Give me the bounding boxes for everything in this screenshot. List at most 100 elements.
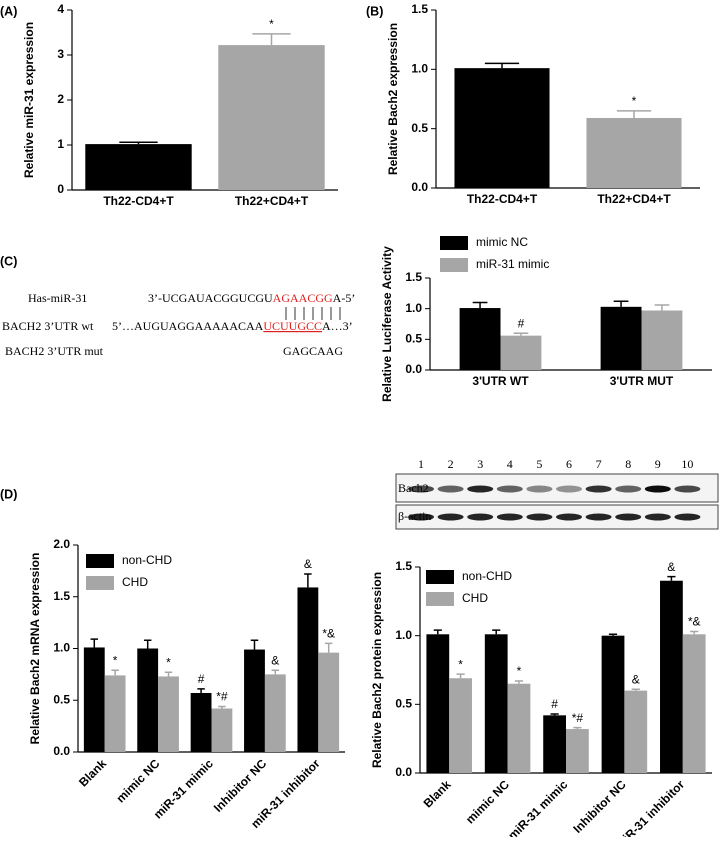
bar: [137, 648, 159, 752]
panel-label: (B): [366, 4, 383, 18]
bar: [454, 68, 550, 188]
x-tick-label: Th22+CD4+T: [235, 194, 309, 208]
panel-label: (A): [0, 4, 17, 18]
error-bar: [143, 639, 152, 649]
legend-label: mimic NC: [476, 235, 528, 249]
bar: [601, 635, 625, 773]
annotation: &: [667, 560, 675, 574]
x-tick-label: Th22-CD4+T: [467, 192, 538, 206]
legend-swatch: [440, 258, 468, 272]
bar: [297, 587, 319, 752]
seq: 5’…AUGUAGGAAAAACAAUCUUGCCA…3’: [112, 319, 353, 333]
annotation: *: [632, 94, 637, 108]
bar: [83, 647, 105, 752]
band: [644, 485, 671, 493]
error-bar: [573, 726, 582, 730]
lane-number: 8: [625, 457, 631, 471]
seq-part: UCUUGCC: [263, 319, 322, 333]
legend-swatch: [86, 554, 114, 568]
annotation: *: [458, 657, 463, 671]
annotation: *#: [216, 690, 228, 704]
bar: [543, 715, 566, 773]
y-axis-label: Relative Bach2 expression: [386, 23, 400, 175]
seq-part: A-5’: [333, 291, 356, 305]
y-tick-label: 0.5: [53, 692, 70, 706]
y-tick-label: 0.0: [411, 180, 428, 194]
error-bar: [456, 673, 465, 679]
panel-label: (C): [0, 254, 17, 268]
legend-label: CHD: [122, 575, 148, 589]
band: [496, 485, 523, 493]
lane-number: 5: [536, 457, 542, 471]
error-bar: [119, 141, 158, 145]
seq-part: A…3’: [322, 319, 353, 333]
lane-number: 10: [681, 457, 693, 471]
y-tick-label: 1.5: [395, 559, 412, 573]
band: [615, 485, 642, 493]
x-tick-label: 3'UTR WT: [472, 374, 529, 388]
error-bar: [324, 642, 333, 653]
error-bar: [250, 639, 259, 650]
x-tick-label: miR-31 mimic: [505, 777, 570, 837]
annotation: &: [304, 557, 312, 571]
annotation: *: [166, 655, 171, 669]
lane-number: 4: [507, 457, 513, 471]
y-tick-label: 1.5: [411, 2, 428, 16]
lane-number: 1: [418, 457, 424, 471]
annotation: #: [551, 697, 558, 711]
error-bar: [550, 713, 559, 716]
band: [644, 513, 671, 521]
band: [467, 513, 494, 521]
legend-swatch: [440, 236, 468, 250]
bar: [190, 693, 212, 752]
lane-number: 7: [596, 457, 602, 471]
bar: [158, 676, 179, 752]
error-bar: [514, 680, 524, 684]
y-tick-label: 1.5: [53, 589, 70, 603]
band: [585, 513, 612, 521]
annotation: *: [113, 653, 118, 667]
bar: [682, 634, 706, 773]
y-axis-label: Relative miR-31 expression: [22, 22, 36, 178]
y-tick-label: 0.5: [395, 697, 412, 711]
error-bar: [252, 33, 291, 46]
annotation: #: [518, 316, 525, 330]
error-bar: [608, 633, 618, 636]
bar: [624, 690, 648, 773]
bar: [449, 678, 472, 773]
x-tick-label: Blank: [421, 777, 454, 810]
bar: [218, 45, 325, 190]
y-tick-label: 2.0: [53, 537, 70, 551]
band: [496, 513, 523, 521]
lane-number: 2: [448, 457, 454, 471]
x-tick-label: Th22+CD4+T: [597, 192, 671, 206]
error-bar: [613, 300, 629, 307]
lane-number: 6: [566, 457, 572, 471]
y-tick-label: 1: [57, 137, 64, 151]
bar: [459, 308, 501, 370]
error-bar: [164, 671, 173, 677]
error-bar: [111, 669, 119, 676]
y-tick-label: 0.0: [395, 765, 412, 779]
error-bar: [654, 304, 670, 311]
y-tick-label: 2: [57, 92, 64, 106]
error-bar: [690, 630, 699, 635]
y-tick-label: 1.0: [395, 628, 412, 642]
error-bar: [271, 669, 280, 675]
error-bar: [484, 62, 520, 69]
y-axis-label: Relative Bach2 protein expression: [370, 572, 384, 768]
band: [408, 513, 434, 521]
annotation: &: [632, 672, 640, 686]
bar: [426, 634, 450, 773]
error-bar: [472, 301, 488, 309]
y-tick-label: 0.0: [405, 362, 422, 376]
legend-swatch: [426, 592, 454, 606]
seq: GAGCAAG: [283, 344, 343, 358]
y-tick-label: 1.0: [405, 301, 422, 315]
legend-label: non-CHD: [122, 553, 172, 567]
annotation: *&: [688, 615, 701, 629]
bar: [507, 683, 531, 773]
seq-part: 5’…AUGUAGGAAAAACAA: [112, 319, 264, 333]
